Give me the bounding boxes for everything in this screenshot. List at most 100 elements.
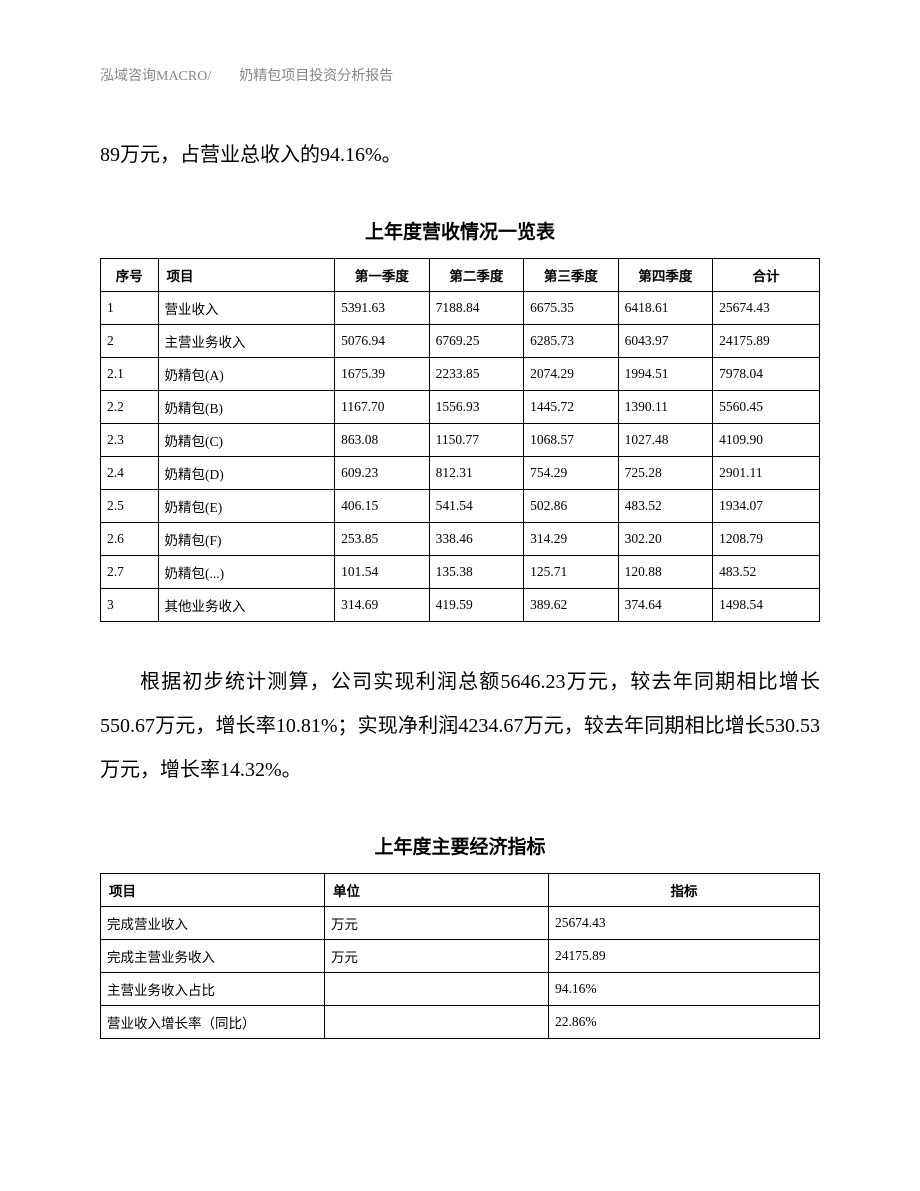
table-row: 2.6奶精包(F)253.85338.46314.29302.201208.79 [101,523,820,556]
table-cell: 2.6 [101,523,159,556]
table-cell: 541.54 [429,490,523,523]
table2-header: 指标 [549,874,820,907]
table-cell: 1556.93 [429,391,523,424]
table-cell: 奶精包(B) [158,391,335,424]
table-cell: 2233.85 [429,358,523,391]
table1-header-row: 序号 项目 第一季度 第二季度 第三季度 第四季度 合计 [101,259,820,292]
table-cell: 94.16% [549,973,820,1006]
table-cell: 3 [101,589,159,622]
table-cell: 万元 [325,940,549,973]
table-cell: 101.54 [335,556,429,589]
table-cell: 主营业务收入 [158,325,335,358]
table-cell: 奶精包(F) [158,523,335,556]
table-cell: 1 [101,292,159,325]
table-cell: 374.64 [618,589,712,622]
table1-header: 合计 [713,259,820,292]
table-row: 完成营业收入万元25674.43 [101,907,820,940]
table-cell [325,973,549,1006]
table-cell: 主营业务收入占比 [101,973,325,1006]
table-cell: 7978.04 [713,358,820,391]
revenue-table: 序号 项目 第一季度 第二季度 第三季度 第四季度 合计 1营业收入5391.6… [100,258,820,622]
table-cell: 1675.39 [335,358,429,391]
table-cell: 502.86 [524,490,618,523]
table-cell: 6043.97 [618,325,712,358]
paragraph-2: 根据初步统计测算，公司实现利润总额5646.23万元，较去年同期相比增长550.… [100,660,820,792]
table-cell: 24175.89 [713,325,820,358]
table2-header: 项目 [101,874,325,907]
table-cell: 812.31 [429,457,523,490]
table-cell: 419.59 [429,589,523,622]
table-cell: 483.52 [713,556,820,589]
table1-header: 第二季度 [429,259,523,292]
table-cell: 1934.07 [713,490,820,523]
table-cell: 2.3 [101,424,159,457]
indicators-table: 项目 单位 指标 完成营业收入万元25674.43完成主营业务收入万元24175… [100,873,820,1039]
table-cell: 863.08 [335,424,429,457]
table-cell: 5560.45 [713,391,820,424]
table-cell: 6285.73 [524,325,618,358]
table-cell: 120.88 [618,556,712,589]
table-cell: 1498.54 [713,589,820,622]
table-cell: 125.71 [524,556,618,589]
table2-title: 上年度主要经济指标 [100,832,820,859]
table-row: 2.1奶精包(A)1675.392233.852074.291994.51797… [101,358,820,391]
page-header: 泓域咨询MACRO/ 奶精包项目投资分析报告 [100,65,820,85]
table-cell: 25674.43 [713,292,820,325]
table-cell: 25674.43 [549,907,820,940]
table-cell: 1027.48 [618,424,712,457]
table-row: 2.4奶精包(D)609.23812.31754.29725.282901.11 [101,457,820,490]
table-cell: 2074.29 [524,358,618,391]
table-cell: 6418.61 [618,292,712,325]
table-row: 主营业务收入占比 94.16% [101,973,820,1006]
table-cell: 725.28 [618,457,712,490]
table-cell: 2901.11 [713,457,820,490]
table-cell: 奶精包(C) [158,424,335,457]
table2-header-row: 项目 单位 指标 [101,874,820,907]
table-cell: 754.29 [524,457,618,490]
table-cell: 4109.90 [713,424,820,457]
table-cell: 完成主营业务收入 [101,940,325,973]
table-cell [325,1006,549,1039]
table-row: 2.2奶精包(B)1167.701556.931445.721390.11556… [101,391,820,424]
table-cell: 营业收入 [158,292,335,325]
table-row: 2主营业务收入5076.946769.256285.736043.9724175… [101,325,820,358]
table-cell: 483.52 [618,490,712,523]
table-cell: 609.23 [335,457,429,490]
table-row: 2.5奶精包(E)406.15541.54502.86483.521934.07 [101,490,820,523]
table-cell: 135.38 [429,556,523,589]
table-cell: 其他业务收入 [158,589,335,622]
table-cell: 24175.89 [549,940,820,973]
table1-header: 第一季度 [335,259,429,292]
paragraph-1: 89万元，占营业总收入的94.16%。 [100,133,820,177]
table-cell: 302.20 [618,523,712,556]
table2-header: 单位 [325,874,549,907]
table-cell: 2 [101,325,159,358]
table-cell: 1994.51 [618,358,712,391]
table-cell: 314.69 [335,589,429,622]
table-cell: 253.85 [335,523,429,556]
table-cell: 1150.77 [429,424,523,457]
table-cell: 389.62 [524,589,618,622]
table-row: 1营业收入5391.637188.846675.356418.6125674.4… [101,292,820,325]
table-cell: 22.86% [549,1006,820,1039]
table-cell: 1167.70 [335,391,429,424]
table-cell: 5391.63 [335,292,429,325]
table-row: 3其他业务收入314.69419.59389.62374.641498.54 [101,589,820,622]
table-row: 完成主营业务收入万元24175.89 [101,940,820,973]
table-cell: 奶精包(A) [158,358,335,391]
table-cell: 完成营业收入 [101,907,325,940]
table-cell: 338.46 [429,523,523,556]
table-cell: 2.2 [101,391,159,424]
table-cell: 314.29 [524,523,618,556]
table-cell: 2.4 [101,457,159,490]
table-cell: 7188.84 [429,292,523,325]
table-cell: 奶精包(E) [158,490,335,523]
table1-header: 项目 [158,259,335,292]
table-cell: 万元 [325,907,549,940]
table-cell: 5076.94 [335,325,429,358]
table-cell: 奶精包(...) [158,556,335,589]
table-cell: 奶精包(D) [158,457,335,490]
table-cell: 6675.35 [524,292,618,325]
table-cell: 6769.25 [429,325,523,358]
table-cell: 1068.57 [524,424,618,457]
